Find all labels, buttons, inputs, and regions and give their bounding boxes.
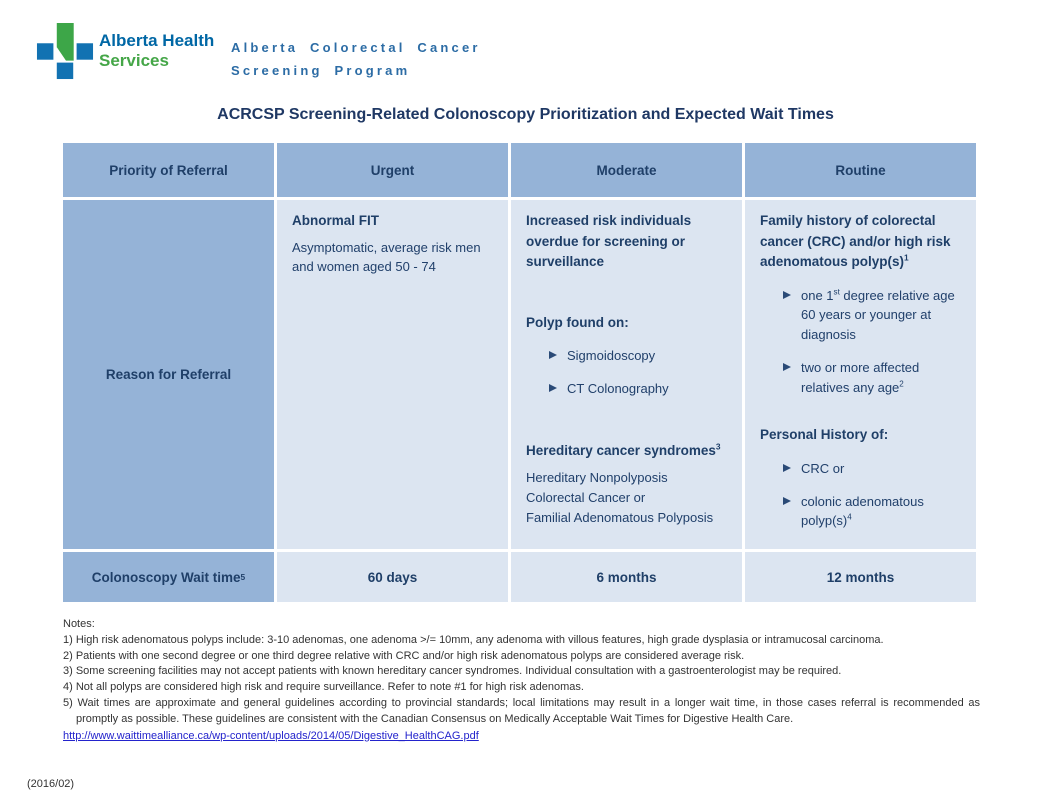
ahs-cross-logo-icon [36, 22, 94, 80]
bullet-text: one 1st degree relative age 60 years or … [801, 287, 955, 343]
row-label-colonoscopy-wait-time: Colonoscopy Wait time 5 [63, 552, 274, 602]
wait-time-moderate: 6 months [511, 552, 742, 602]
note-item-5: 5) Wait times are approximate and genera… [63, 697, 980, 725]
urgent-body: Asymptomatic, average risk men and women… [292, 239, 481, 275]
moderate-body-hereditary: Hereditary Nonpolyposis Colorectal Cance… [526, 470, 714, 525]
col-header-routine: Routine [745, 143, 976, 197]
col-header-moderate: Moderate [511, 143, 742, 197]
program-name-line1: Alberta Colorectal Cancer [231, 40, 481, 55]
cell-urgent-reason: Abnormal FIT Asymptomatic, average risk … [277, 200, 508, 549]
moderate-heading-polyp-found-on: Polyp found on: [526, 314, 629, 330]
footnote-ref-4: 4 [847, 512, 852, 522]
moderate-heading-increased-risk: Increased risk individuals overdue for s… [526, 213, 692, 270]
notes-label: Notes: [63, 618, 95, 630]
bullet-text: CT Colonography [567, 380, 669, 396]
moderate-bullet-list: Sigmoidoscopy CT Colonography [526, 346, 729, 399]
page-title: ACRCSP Screening-Related Colonoscopy Pri… [217, 106, 834, 123]
bullet-text: colonic adenomatous polyp(s)4 [801, 493, 924, 529]
note-item-3: 3) Some screening facilities may not acc… [63, 665, 842, 678]
arrowhead-bullet-icon [783, 496, 791, 505]
routine-heading-family-history: Family history of colorectal cancer (CRC… [760, 213, 951, 270]
col-header-priority-of-referral: Priority of Referral [63, 143, 274, 197]
arrowhead-bullet-icon [549, 351, 557, 360]
cell-routine-reason: Family history of colorectal cancer (CRC… [745, 200, 976, 549]
ordinal-sup: st [833, 287, 840, 297]
wait-time-alliance-link[interactable]: http://www.waittimealliance.ca/wp-conten… [63, 729, 479, 742]
wait-time-routine: 12 months [745, 552, 976, 602]
document-version: (2016/02) [27, 778, 75, 790]
routine-heading-personal-history: Personal History of: [760, 427, 889, 443]
wait-time-urgent: 60 days [277, 552, 508, 602]
routine-bullet-list-personal: CRC or colonic adenomatous polyp(s)4 [760, 459, 963, 531]
arrowhead-bullet-icon [783, 362, 791, 371]
arrowhead-bullet-icon [783, 463, 791, 472]
note-item-1: 1) High risk adenomatous polyps include:… [63, 633, 884, 646]
footnote-ref-3: 3 [715, 441, 721, 452]
note-item-4: 4) Not all polyps are considered high ri… [63, 681, 584, 694]
footnote-ref-1: 1 [904, 252, 909, 263]
notes-section: Notes: 1) High risk adenomatous polyps i… [63, 617, 980, 745]
ahs-org-name-line2: Services [99, 51, 169, 70]
list-item: one 1st degree relative age 60 years or … [783, 286, 963, 345]
ahs-org-name-line1: Alberta Health [99, 31, 215, 50]
bullet-text: Sigmoidoscopy [567, 348, 656, 364]
program-name: Alberta Colorectal Cancer Screening Prog… [231, 36, 481, 82]
bullet-text: CRC or [801, 460, 845, 476]
urgent-heading: Abnormal FIT [292, 213, 379, 228]
note-item-2: 2) Patients with one second degree or on… [63, 649, 745, 662]
row-label-reason-for-referral: Reason for Referral [63, 200, 274, 549]
list-item: two or more affected relatives any age2 [783, 358, 963, 398]
list-item: CRC or [783, 459, 963, 479]
bullet-text: two or more affected relatives any age2 [801, 359, 920, 395]
priority-table: Priority of Referral Urgent Moderate Rou… [63, 143, 976, 602]
arrowhead-bullet-icon [549, 383, 557, 392]
program-name-line2: Screening Program [231, 63, 411, 78]
footnote-ref-2: 2 [899, 379, 904, 389]
arrowhead-bullet-icon [783, 290, 791, 299]
list-item: CT Colonography [549, 379, 729, 399]
ahs-org-name: Alberta Health Services [99, 31, 214, 71]
moderate-heading-hereditary: Hereditary cancer syndromes3 [526, 441, 721, 458]
col-header-urgent: Urgent [277, 143, 508, 197]
list-item: colonic adenomatous polyp(s)4 [783, 492, 963, 532]
list-item: Sigmoidoscopy [549, 346, 729, 366]
routine-bullet-list-family: one 1st degree relative age 60 years or … [760, 286, 963, 398]
cell-moderate-reason: Increased risk individuals overdue for s… [511, 200, 742, 549]
